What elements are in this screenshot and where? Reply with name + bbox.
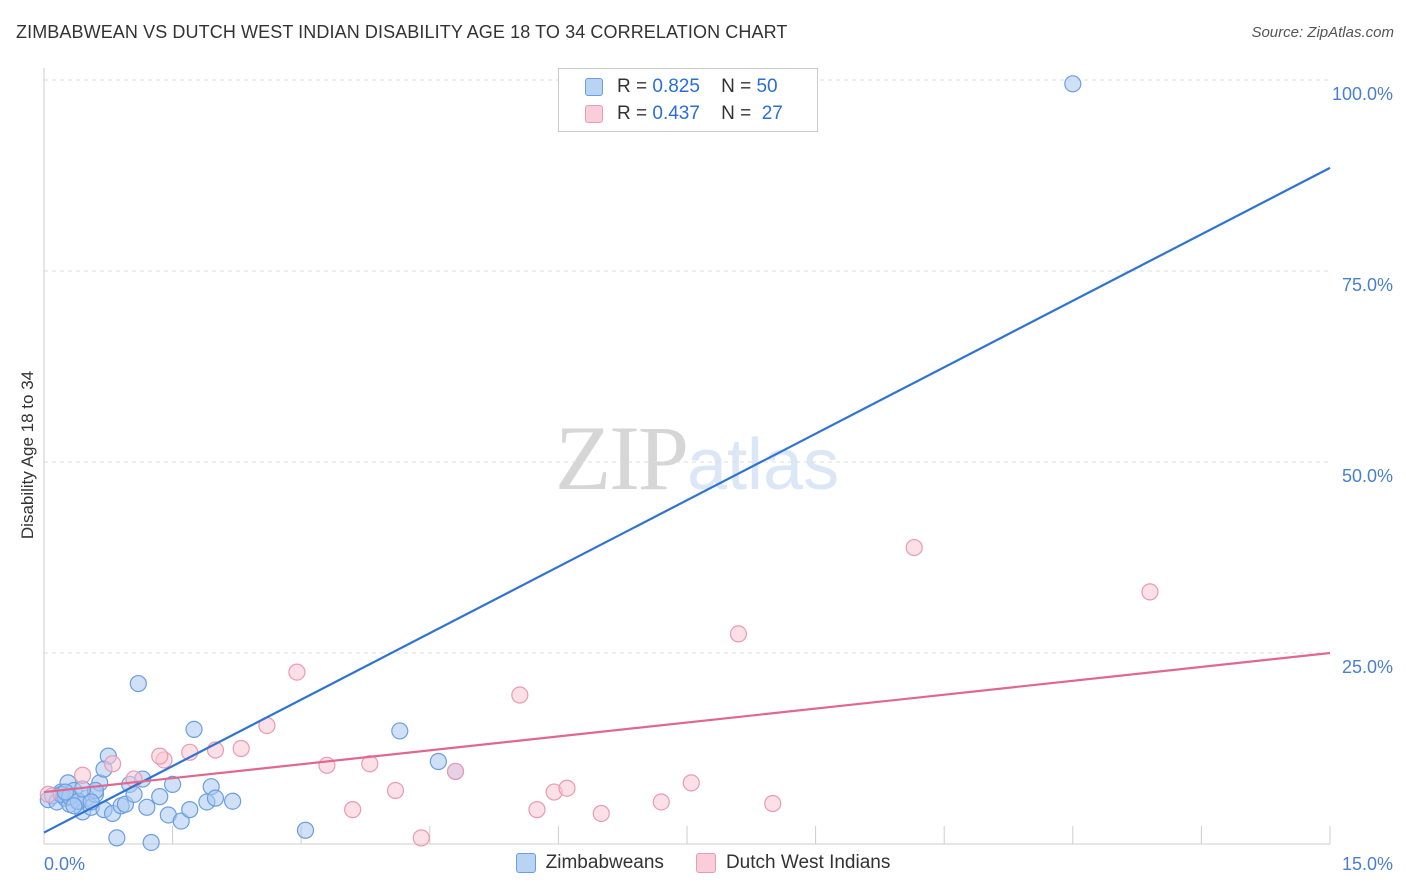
dutch-west-indians-point <box>1141 583 1159 601</box>
dutch-west-indians-point <box>125 770 143 788</box>
dutch-west-indians-point <box>103 755 122 773</box>
legend-n-label: N = <box>721 103 752 124</box>
chart-title: ZIMBABWEAN VS DUTCH WEST INDIAN DISABILI… <box>16 22 788 42</box>
dutch-west-indians-point <box>764 794 782 813</box>
zimbabweans-point <box>129 674 147 693</box>
dutch-west-indians-point <box>344 801 362 819</box>
zimbabweans-point <box>138 798 156 816</box>
dutch-west-indians-point <box>905 538 923 557</box>
dutch-west-indians-point <box>682 774 700 792</box>
zimbabweans-trendline <box>43 166 1331 834</box>
dutch-west-indians-point <box>652 793 670 811</box>
zimbabweans-point <box>164 775 182 794</box>
zimbabweans-point <box>151 788 169 806</box>
dutch-west-indians-point <box>729 625 748 643</box>
bottom-legend-label: Zimbabweans <box>545 852 664 873</box>
dutch-west-indians-point <box>39 785 57 803</box>
dutch-west-indians-point <box>288 663 306 681</box>
dutch-west-indians-point <box>412 829 430 847</box>
dutch-west-indians-point <box>511 686 529 704</box>
zimbabweans-point <box>108 829 126 847</box>
legend: R = 0.825 N = 50 R = 0.437 N = 27 <box>558 68 818 132</box>
y-tick-label: 100.0% <box>1332 84 1393 104</box>
dutch-west-indians-trendline <box>43 651 1331 794</box>
zimbabweans-point <box>391 722 409 740</box>
zimbabweans-point <box>1064 75 1082 93</box>
bottom-legend-swatch-pink <box>695 853 716 873</box>
y-tick-label: 25.0% <box>1342 657 1393 677</box>
dutch-west-indians-point <box>592 804 610 823</box>
bottom-legend-zimbabweans: Zimbabweans <box>515 852 664 874</box>
zimbabweans-point <box>429 752 447 771</box>
dutch-west-indians-point <box>232 739 250 758</box>
dutch-west-indians-point <box>151 747 169 765</box>
y-tick-label: 50.0% <box>1342 466 1393 486</box>
zimbabweans-point <box>56 783 75 801</box>
legend-r-value: 0.437 <box>652 103 700 124</box>
legend-n-value: 27 <box>761 103 783 124</box>
bottom-legend-label: Dutch West Indians <box>725 852 891 873</box>
bottom-legend-swatch-blue <box>515 853 536 873</box>
zimbabweans-point <box>224 792 242 810</box>
legend-row-zimbabweans: R = 0.825 N = 50 <box>585 75 778 99</box>
legend-n-value: 50 <box>756 76 778 97</box>
legend-r-label: R = <box>617 76 648 97</box>
zimbabweans-point <box>296 821 315 839</box>
dutch-west-indians-point <box>386 781 405 800</box>
dutch-west-indians-point <box>446 762 465 781</box>
legend-r-label: R = <box>617 103 648 124</box>
zimbabweans-point <box>185 720 203 739</box>
zimbabweans-point <box>206 789 225 807</box>
legend-swatch-blue <box>585 78 603 96</box>
legend-swatch-pink <box>585 105 603 123</box>
bottom-legend: Zimbabweans Dutch West Indians <box>0 852 1406 874</box>
zimbabweans-point <box>181 801 199 819</box>
dutch-west-indians-point <box>558 779 576 797</box>
legend-n-label: N = <box>721 76 752 97</box>
dutch-west-indians-point <box>528 801 546 819</box>
dutch-west-indians-point <box>73 766 92 784</box>
bottom-legend-dutch-west-indians: Dutch West Indians <box>695 852 891 874</box>
legend-r-value: 0.825 <box>652 76 700 97</box>
zimbabweans-point <box>142 833 160 852</box>
zimbabweans-point <box>65 797 83 815</box>
x-tick-label: 0.0% <box>44 854 85 874</box>
source-label: Source: ZipAtlas.com <box>1251 24 1394 41</box>
legend-row-dutch-west-indians: R = 0.437 N = 27 <box>585 102 783 126</box>
zimbabweans-point <box>172 812 190 830</box>
dutch-west-indians-point <box>318 756 336 774</box>
y-tick-label: 75.0% <box>1342 275 1393 295</box>
x-tick-label: 15.0% <box>1342 854 1393 874</box>
